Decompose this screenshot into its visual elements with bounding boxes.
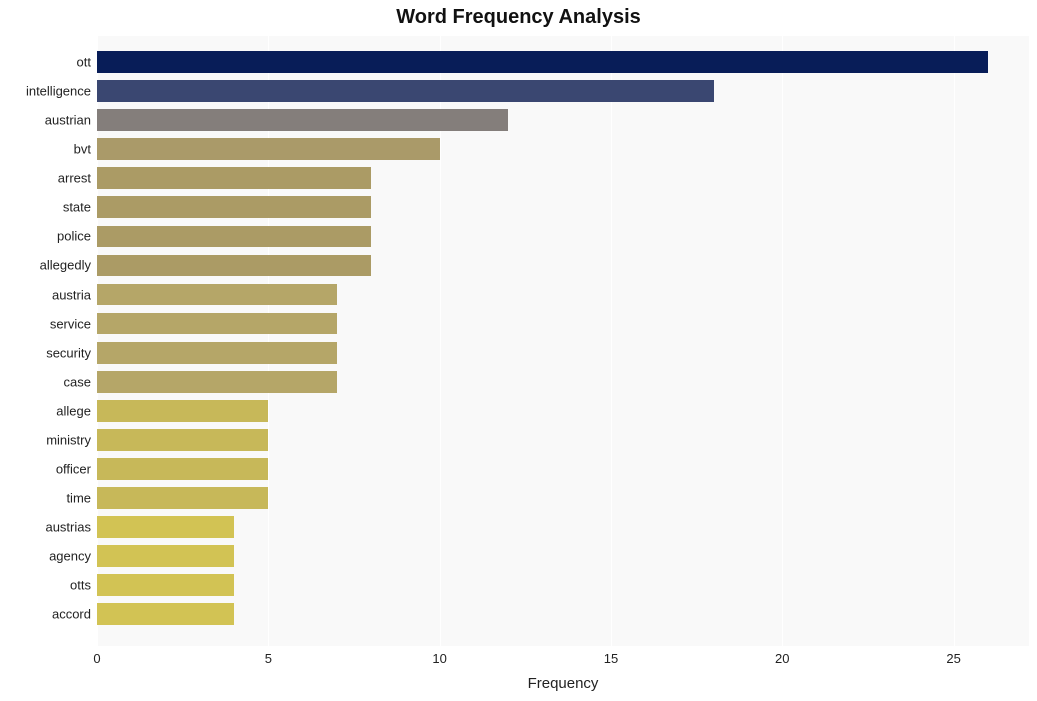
bar-row: bvt: [97, 138, 1029, 160]
x-tick-label: 5: [265, 651, 272, 666]
bar-row: state: [97, 196, 1029, 218]
x-axis-label: Frequency: [97, 675, 1029, 692]
y-tick-label: time: [66, 490, 97, 505]
y-tick-label: agency: [49, 548, 97, 563]
y-tick-label: austria: [52, 287, 97, 302]
bar: [97, 371, 337, 393]
y-tick-label: otts: [70, 577, 97, 592]
x-tick-label: 25: [946, 651, 960, 666]
x-tick-label: 10: [432, 651, 446, 666]
bar-row: service: [97, 313, 1029, 335]
bar-row: case: [97, 371, 1029, 393]
bar: [97, 603, 234, 625]
bar-row: arrest: [97, 167, 1029, 189]
bar: [97, 138, 440, 160]
y-tick-label: intelligence: [26, 84, 97, 99]
bar: [97, 400, 268, 422]
y-tick-label: security: [46, 345, 97, 360]
bar-row: austria: [97, 284, 1029, 306]
bar: [97, 342, 337, 364]
bar-row: ott: [97, 51, 1029, 73]
bar-row: austrian: [97, 109, 1029, 131]
y-tick-label: service: [50, 316, 97, 331]
y-tick-label: ott: [77, 55, 97, 70]
x-tick-label: 0: [93, 651, 100, 666]
y-tick-label: police: [57, 229, 97, 244]
bar: [97, 109, 508, 131]
bar: [97, 51, 988, 73]
x-tick-label: 20: [775, 651, 789, 666]
bar-row: time: [97, 487, 1029, 509]
bar: [97, 458, 268, 480]
y-tick-label: bvt: [74, 142, 97, 157]
y-tick-label: case: [64, 374, 97, 389]
bar: [97, 226, 371, 248]
y-tick-label: allegedly: [40, 258, 97, 273]
bar-row: allege: [97, 400, 1029, 422]
bar: [97, 545, 234, 567]
bar-row: allegedly: [97, 255, 1029, 277]
y-tick-label: state: [63, 200, 97, 215]
bar: [97, 574, 234, 596]
chart-title: Word Frequency Analysis: [0, 6, 1037, 29]
bar: [97, 516, 234, 538]
y-tick-label: austrias: [45, 519, 97, 534]
bar-row: ministry: [97, 429, 1029, 451]
bar-row: security: [97, 342, 1029, 364]
bar-row: intelligence: [97, 80, 1029, 102]
bar-row: otts: [97, 574, 1029, 596]
bar: [97, 284, 337, 306]
bar: [97, 167, 371, 189]
plot-area: Frequency 0510152025ottintelligenceaustr…: [97, 36, 1029, 646]
bar-row: austrias: [97, 516, 1029, 538]
bar: [97, 255, 371, 277]
y-tick-label: arrest: [58, 171, 97, 186]
y-tick-label: austrian: [45, 113, 97, 128]
bar: [97, 487, 268, 509]
bar-row: officer: [97, 458, 1029, 480]
y-tick-label: allege: [56, 403, 97, 418]
y-tick-label: officer: [56, 461, 97, 476]
word-frequency-chart: Word Frequency Analysis Frequency 0 5 10 15…: [0, 0, 1037, 701]
bar: [97, 80, 714, 102]
bar: [97, 313, 337, 335]
bar: [97, 196, 371, 218]
y-tick-label: ministry: [46, 432, 97, 447]
bar-row: police: [97, 226, 1029, 248]
y-tick-label: accord: [52, 607, 97, 622]
bar: [97, 429, 268, 451]
bar-row: accord: [97, 603, 1029, 625]
bar-row: agency: [97, 545, 1029, 567]
x-tick-label: 15: [604, 651, 618, 666]
